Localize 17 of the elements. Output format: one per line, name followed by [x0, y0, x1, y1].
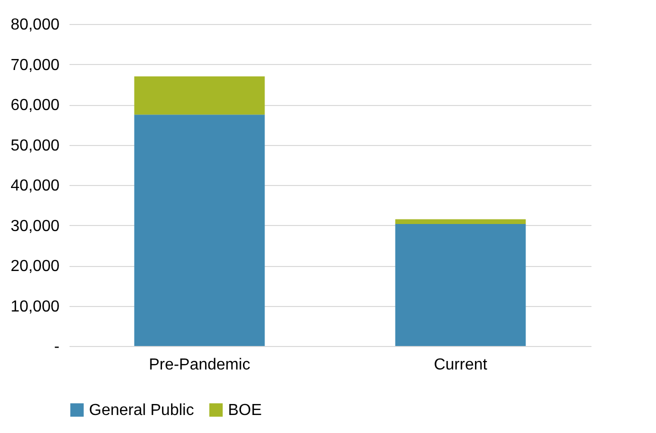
- bar: [395, 219, 526, 224]
- y-tick-label: 60,000: [10, 97, 60, 114]
- legend-label: BOE: [228, 402, 262, 419]
- x-tick-label: Current: [434, 356, 488, 374]
- y-tick-label: 70,000: [10, 56, 60, 74]
- y-tick-label: 80,000: [10, 16, 60, 34]
- y-tick-label: 10,000: [10, 298, 60, 316]
- y-tick-label: 20,000: [10, 258, 60, 275]
- y-tick-label: -: [54, 338, 60, 356]
- bar: [395, 224, 526, 346]
- y-tick-label: 40,000: [10, 178, 60, 194]
- bar: [134, 114, 265, 346]
- bar: [134, 76, 265, 115]
- y-tick-label: 30,000: [10, 218, 60, 235]
- y-tick-label: 50,000: [10, 137, 60, 154]
- x-tick-label: Pre-Pandemic: [148, 356, 250, 374]
- legend-label: General Public: [89, 402, 194, 419]
